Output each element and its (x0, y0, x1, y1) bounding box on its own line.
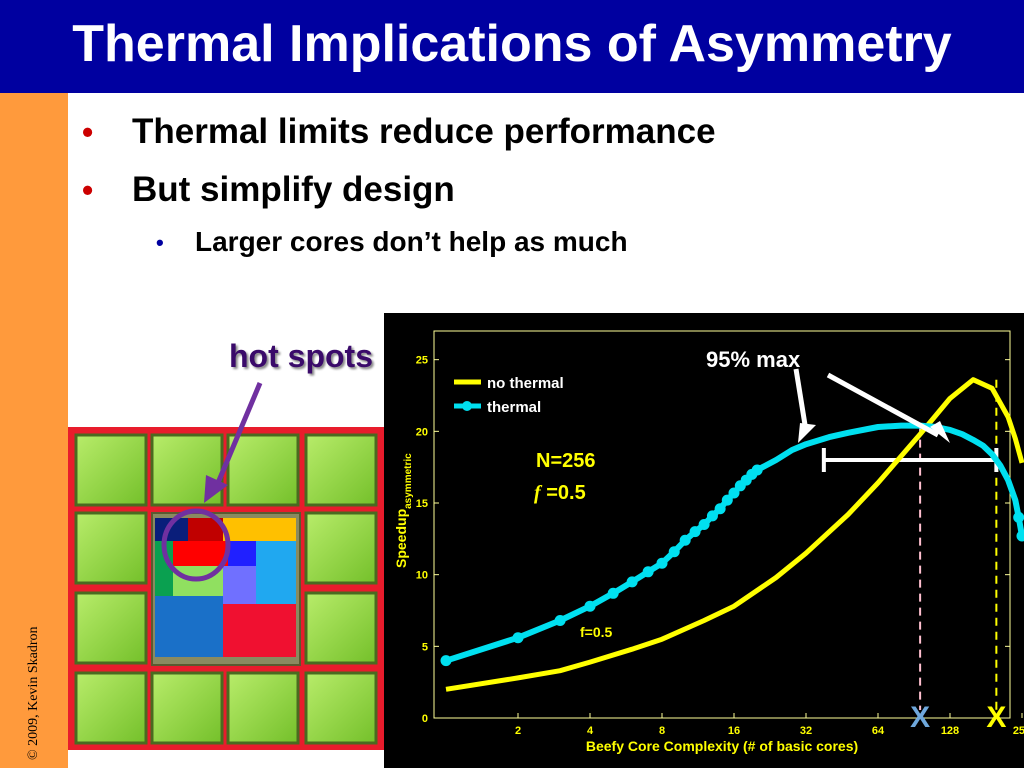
bullet-dot: • (82, 172, 94, 208)
bullet-list: • Thermal limits reduce performance • Bu… (74, 112, 974, 272)
data-point (668, 546, 680, 558)
annotation-f-curve: f=0.5 (580, 624, 613, 640)
x-tick-label: 8 (659, 725, 665, 737)
small-core (74, 671, 148, 745)
small-core (74, 591, 148, 665)
data-point (584, 600, 596, 612)
floorplan-block (155, 596, 223, 657)
data-point (1013, 511, 1024, 523)
floorplan-block (223, 604, 296, 657)
y-tick-label: 5 (422, 641, 428, 653)
small-core (150, 671, 224, 745)
arrow-95-right (826, 372, 940, 438)
data-point (721, 494, 733, 506)
floorplan-block (228, 541, 256, 566)
annotation-f-value: =0.5 (541, 482, 586, 504)
small-core (304, 591, 378, 665)
data-point (656, 557, 668, 569)
bullet-text: Thermal limits reduce performance (132, 112, 716, 151)
x-tick-label: 2 (515, 725, 521, 737)
small-core (74, 433, 148, 507)
x-tick-label: 32 (800, 725, 812, 737)
floorplan-block (173, 541, 228, 566)
legend-label-no-thermal: no thermal (487, 375, 564, 392)
chip-floorplan-illustration (68, 427, 388, 750)
small-core (304, 671, 378, 745)
y-tick-label: 25 (416, 355, 428, 367)
hot-spots-label: hot spots (229, 338, 373, 374)
bullet-dot: • (82, 114, 94, 150)
data-point (698, 519, 710, 530)
svg-text:f =0.5: f =0.5 (534, 482, 586, 504)
x-marker-thermal: X (910, 701, 930, 734)
data-point (440, 655, 452, 667)
bullet-text: But simplify design (132, 170, 455, 209)
max-arrows (793, 368, 950, 443)
data-point (714, 503, 726, 515)
x-axis-label: Beefy Core Complexity (# of basic cores) (586, 738, 858, 754)
floorplan-block (155, 541, 173, 596)
small-core (226, 433, 300, 507)
x-tick-label: 16 (728, 725, 740, 737)
big-core (151, 512, 301, 666)
legend-label-thermal: thermal (487, 399, 541, 416)
y-axis-label: Speedup (393, 509, 409, 568)
data-point (642, 566, 654, 578)
series-line-no-thermal (445, 377, 1024, 692)
side-stripe (0, 93, 68, 768)
floorplan-block (256, 541, 296, 604)
copyright-notice: © 2009, Kevin Skadron (26, 626, 41, 760)
y-axis-subscript: asymmetric (403, 453, 414, 509)
sub-bullet-text: Larger cores don’t help as much (195, 226, 628, 257)
svg-text:Speedupasymmetric: Speedupasymmetric (393, 453, 414, 568)
data-point (679, 534, 691, 546)
x-tick-label: 128 (941, 725, 959, 737)
x-tick-label: 256 (1013, 725, 1024, 737)
data-point (607, 587, 619, 599)
annotation-95-max: 95% max (706, 347, 801, 372)
data-point (1016, 530, 1024, 542)
legend-marker-thermal (462, 401, 472, 411)
title-bar (0, 0, 1024, 93)
floorplan-block (188, 518, 223, 541)
data-point (751, 464, 763, 476)
hot-spot-circle (161, 508, 231, 582)
data-point (512, 632, 524, 644)
core-grid (74, 433, 378, 745)
floorplan-block (223, 566, 256, 604)
x-tick-label: 64 (872, 725, 885, 737)
y-tick-label: 20 (416, 426, 428, 438)
y-axis-label-group: Speedupasymmetric (393, 453, 414, 568)
sub-bullet-item: • Larger cores don’t help as much (74, 226, 974, 272)
y-tick-label: 10 (416, 570, 428, 582)
y-tick-label: 15 (416, 498, 428, 510)
data-point (689, 526, 701, 538)
chart-legend: no thermal thermal (454, 375, 564, 416)
slide-title: Thermal Implications of Asymmetry (72, 15, 952, 73)
data-point (554, 615, 566, 627)
sub-bullet-dot: • (156, 230, 164, 255)
annotation-f-symbol: f (534, 482, 543, 504)
x-tick-label: 4 (587, 725, 594, 737)
y-tick-label: 0 (422, 713, 428, 725)
data-point (626, 576, 638, 588)
plot-frame (433, 330, 1011, 719)
hot-spot-arrow (204, 382, 263, 503)
floorplan-block (223, 518, 296, 541)
bullet-item: • But simplify design (74, 170, 974, 228)
small-core (226, 671, 300, 745)
data-point (706, 510, 718, 522)
x-marker-no-thermal: X (986, 701, 1006, 734)
small-core (304, 511, 378, 585)
arrow-95-left (793, 368, 809, 432)
small-core (304, 433, 378, 507)
bullet-item: • Thermal limits reduce performance (74, 112, 974, 170)
speedup-chart: 2 4 8 16 32 64 128 256 0 5 10 15 20 25 Beefy Core Com… (384, 313, 1024, 768)
small-core (74, 511, 148, 585)
data-point (728, 487, 740, 499)
annotation-n: N=256 (536, 450, 596, 472)
